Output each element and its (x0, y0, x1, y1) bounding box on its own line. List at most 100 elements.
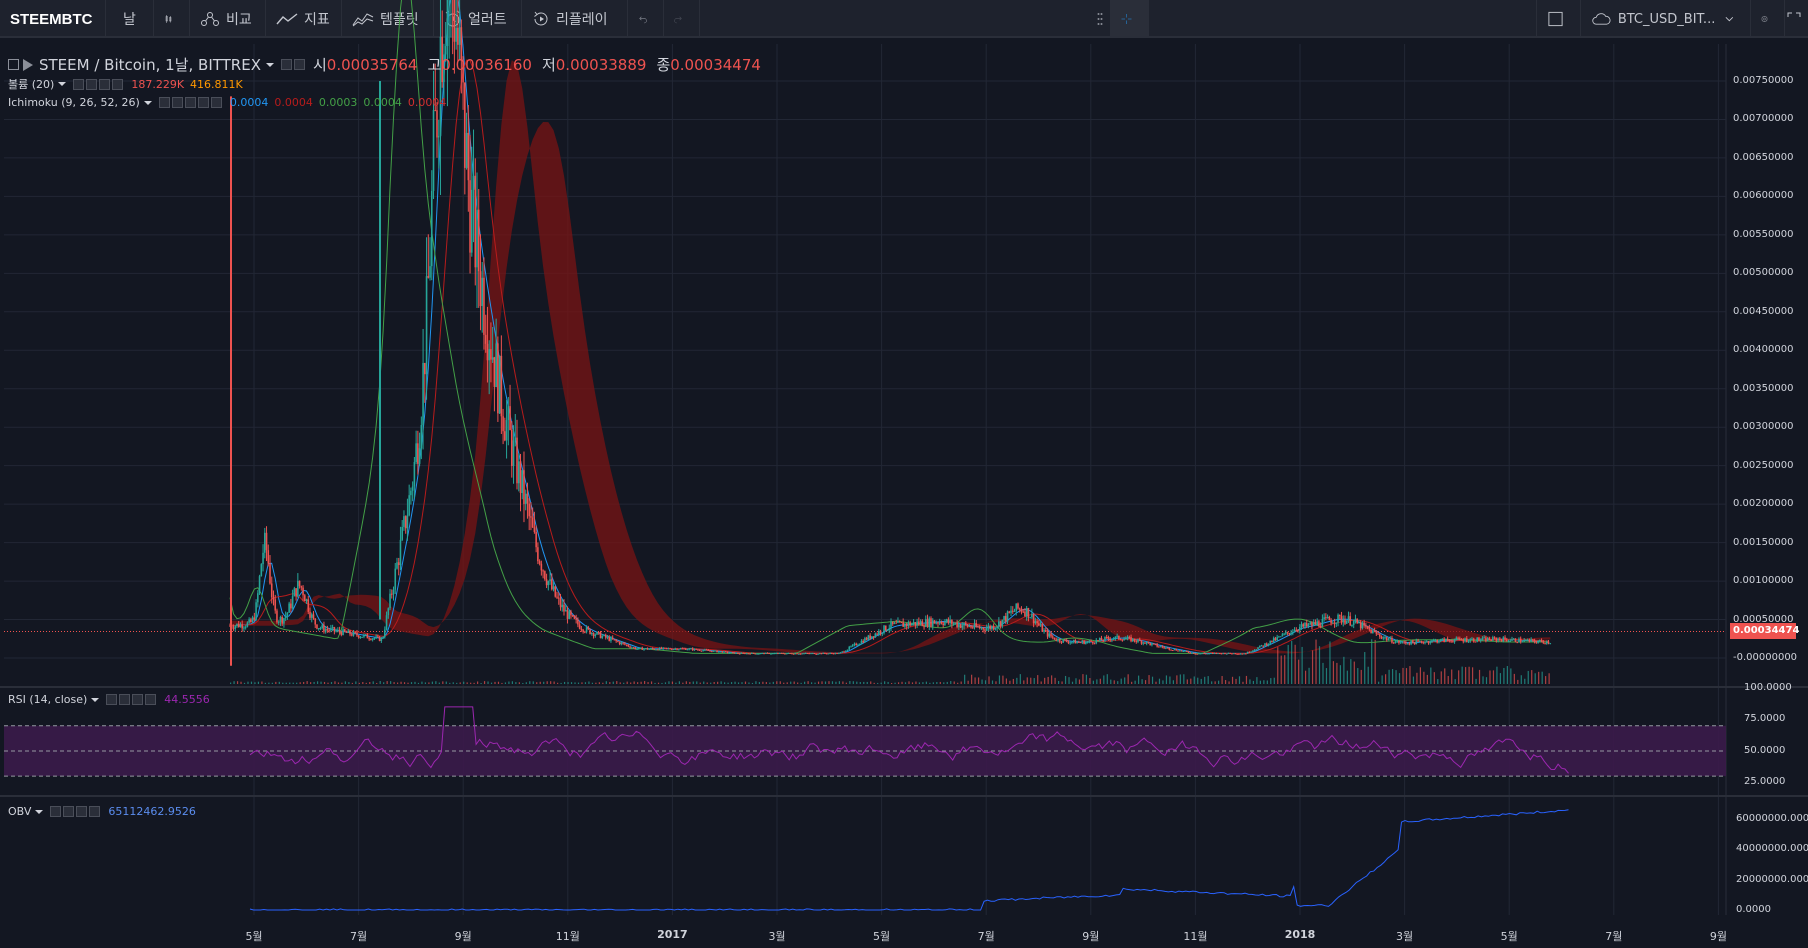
candle-body (1396, 640, 1398, 642)
volume-bar (765, 682, 767, 684)
volume-bar (316, 681, 319, 684)
candle-body (1288, 633, 1291, 635)
volume-bar (508, 681, 510, 684)
volume-bar (922, 682, 924, 684)
volume-bar (1155, 681, 1157, 684)
candle-body (1238, 653, 1240, 655)
candle-body (1111, 639, 1113, 641)
collapse-icon[interactable] (8, 59, 19, 70)
fullscreen-button[interactable] (1536, 0, 1580, 38)
ichimoku-legend: Ichimoku (9, 26, 52, 26) 0.0004 0.0004 0… (8, 96, 446, 109)
candle-body (744, 653, 746, 655)
rsi-name[interactable]: RSI (14, close) (8, 693, 88, 706)
pane-separator[interactable] (0, 795, 1808, 797)
candle-body (1119, 639, 1122, 641)
compare-button[interactable]: 비교 (190, 0, 266, 38)
symbol-search-button[interactable]: STEEMBTC (0, 0, 106, 38)
volume-bar (1165, 675, 1168, 684)
legend-controls[interactable] (50, 806, 102, 817)
candle-body (1165, 647, 1167, 649)
volume-bar (581, 682, 583, 684)
legend-controls[interactable] (280, 59, 307, 70)
candle-body (552, 586, 555, 590)
crosshair-button[interactable] (1111, 0, 1149, 38)
redo-button[interactable] (664, 0, 700, 38)
volume-bar (772, 681, 774, 684)
candle-body (1271, 640, 1273, 643)
candle-body (291, 596, 294, 609)
candle-body (653, 648, 656, 650)
volume-bar (299, 682, 301, 684)
candle-body (978, 626, 981, 629)
candle-body (850, 646, 852, 648)
candle-body (1218, 653, 1221, 655)
volume-bar (835, 681, 837, 684)
candle-body (608, 636, 611, 641)
candle-body (1038, 623, 1040, 626)
pane-separator[interactable] (0, 686, 1808, 688)
symbol-title[interactable]: STEEM / Bitcoin, 1날, BITTREX (39, 56, 261, 74)
legend-controls[interactable] (73, 78, 125, 90)
volume-bar (1298, 659, 1300, 684)
volume-bar (703, 681, 705, 684)
candle-body (1420, 641, 1423, 643)
volume-bar (626, 681, 628, 684)
volume-bar (1238, 676, 1241, 684)
volume-bar (243, 682, 246, 684)
candle-body (1151, 643, 1153, 646)
ichimoku-name[interactable]: Ichimoku (9, 26, 52, 26) (8, 96, 140, 109)
volume-bar (240, 681, 242, 684)
volume-bar (1005, 678, 1008, 684)
candle-body (561, 604, 564, 608)
price-tick-label: 0.00450000 (1733, 305, 1794, 317)
volume-name[interactable]: 볼륨 (20) (8, 78, 55, 91)
indicators-button[interactable]: 지표 (266, 0, 342, 38)
chevron-down-icon[interactable] (265, 61, 275, 69)
volume-bar (584, 682, 587, 684)
flag-icon[interactable] (23, 58, 33, 71)
settings-button[interactable] (1750, 0, 1784, 38)
obv-tick-label: 60000000.0000 (1736, 813, 1808, 824)
compare-label: 비교 (226, 12, 252, 28)
candle-body (470, 189, 473, 253)
candle-body (804, 653, 807, 655)
undo-button[interactable] (628, 0, 664, 38)
candle-body (1292, 632, 1294, 634)
volume-bar (988, 676, 990, 684)
volume-bar (984, 680, 987, 684)
chart-type-button[interactable] (154, 0, 190, 38)
legend-controls[interactable] (158, 97, 224, 108)
volume-bar (1346, 670, 1348, 684)
volume-bar (1113, 680, 1115, 684)
fullscreen-toggle-button[interactable] (1784, 0, 1808, 38)
candle-body (1544, 642, 1546, 644)
chevron-down-icon[interactable] (34, 808, 44, 816)
candle-body (544, 571, 546, 580)
candle-body (1507, 640, 1510, 642)
candle-body (1278, 636, 1280, 638)
volume-bar (790, 681, 792, 684)
chevron-down-icon[interactable] (143, 99, 153, 107)
volume-bar (1325, 668, 1328, 684)
volume-bar (348, 682, 350, 684)
candle-body (474, 175, 477, 268)
candle-body (335, 630, 337, 632)
volume-bar (424, 682, 427, 684)
legend-controls[interactable] (106, 694, 158, 705)
candle-body (655, 649, 657, 651)
replay-button[interactable]: 리플레이 (522, 0, 628, 38)
layout-menu-button[interactable]: BTC_USD_BIT... (1580, 0, 1750, 38)
candle-body (551, 579, 553, 590)
candle-body (738, 653, 741, 655)
interval-button[interactable]: 날 (106, 0, 154, 38)
candle-body (406, 515, 409, 529)
obv-name[interactable]: OBV (8, 805, 32, 818)
span-b-value: 0.0004 (407, 96, 447, 109)
candle-body (250, 619, 252, 622)
candle-body (597, 632, 600, 634)
candle-body (1046, 630, 1049, 637)
chevron-down-icon[interactable] (90, 696, 100, 704)
chevron-down-icon[interactable] (57, 80, 67, 88)
drag-handle[interactable] (1095, 0, 1111, 38)
